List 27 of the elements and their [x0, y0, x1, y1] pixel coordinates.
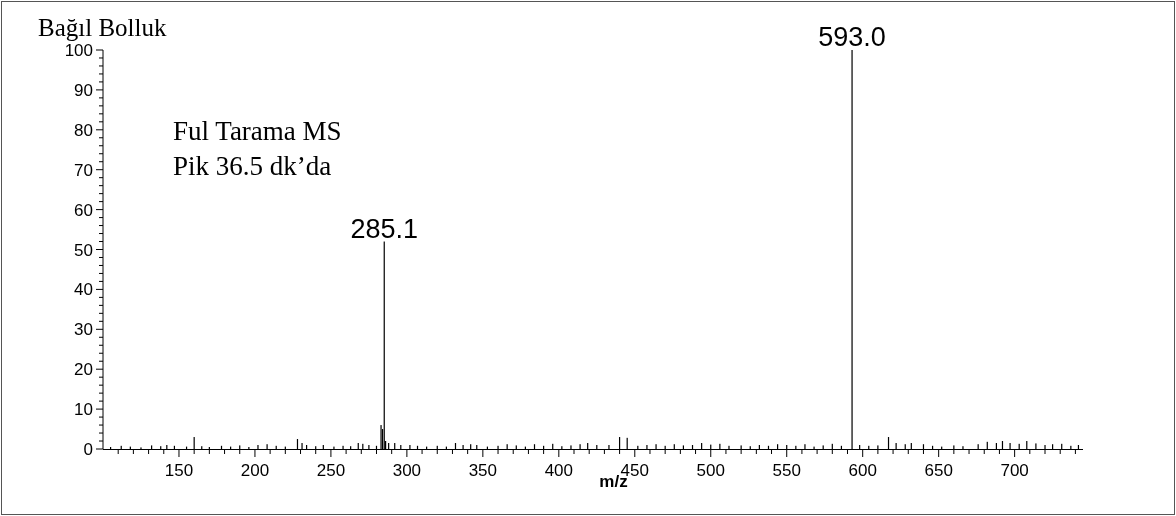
y-tick-label: 20	[74, 360, 93, 380]
x-tick-label: 500	[696, 461, 725, 480]
x-tick-label: 250	[316, 461, 346, 480]
annotation: Ful Tarama MS	[173, 116, 342, 146]
x-tick-label: 150	[164, 461, 194, 480]
y-tick-label: 30	[74, 320, 93, 340]
x-tick-label: 600	[848, 461, 877, 480]
annotation: 285.1	[350, 213, 419, 244]
x-tick-label: 400	[544, 461, 573, 480]
annotation: Pik 36.5 dk’da	[173, 151, 332, 181]
x-tick-label: 200	[240, 461, 270, 480]
x-tick-label: 650	[924, 461, 953, 480]
y-tick-label: 50	[74, 240, 93, 260]
x-tick-label: 350	[468, 461, 498, 480]
y-tick-label: 100	[64, 41, 93, 60]
x-tick-label: 700	[1000, 461, 1029, 480]
x-tick-label: 300	[392, 461, 422, 480]
annotation: 593.0	[818, 22, 886, 52]
y-axis-title: Bağıl Bolluk	[38, 14, 167, 41]
y-tick-label: 70	[74, 160, 93, 180]
x-tick-label: 550	[772, 461, 801, 480]
y-tick-label: 0	[83, 440, 93, 459]
y-tick-label: 80	[74, 120, 93, 140]
y-tick-label: 40	[74, 280, 93, 300]
y-tick-label: 10	[74, 400, 93, 420]
y-tick-label: 90	[74, 80, 93, 100]
y-tick-label: 60	[74, 200, 93, 220]
